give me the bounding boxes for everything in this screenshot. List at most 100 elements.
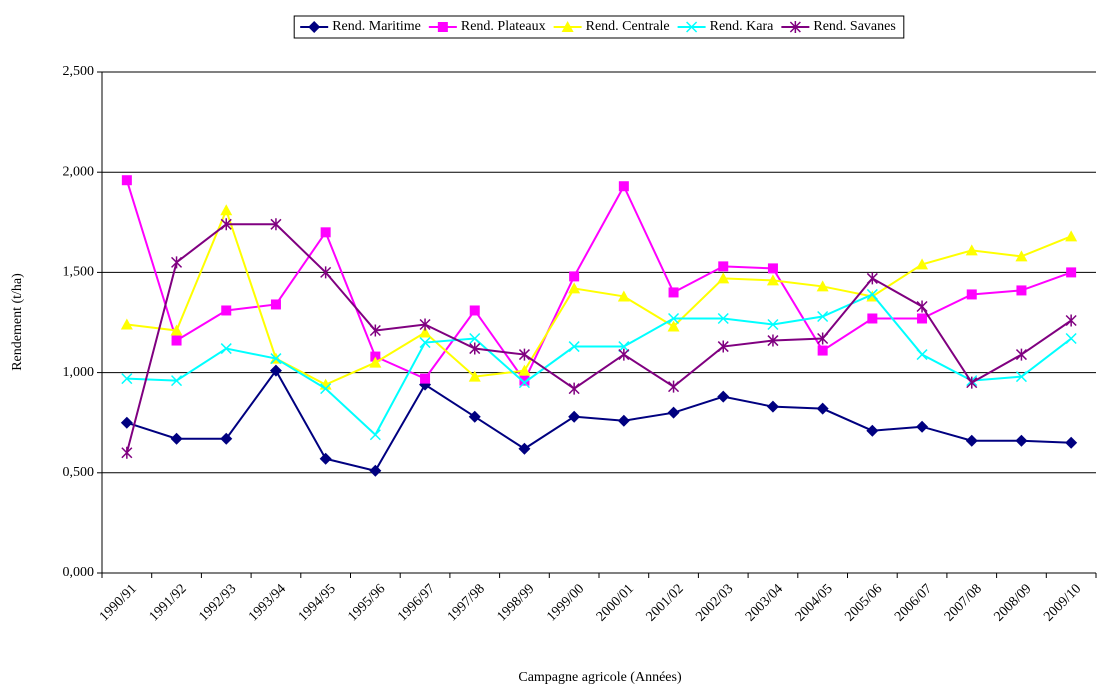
marker: [320, 383, 332, 395]
marker: [916, 300, 928, 313]
legend-label: Rend. Kara: [710, 19, 775, 34]
marker: [617, 414, 630, 427]
marker: [419, 337, 431, 349]
x-tick-label: 1999/00: [544, 581, 587, 624]
marker: [917, 313, 928, 324]
legend-box: [293, 15, 905, 39]
marker: [568, 341, 580, 353]
marker: [1015, 250, 1028, 262]
legend-label: Rend. Savanes: [813, 19, 895, 34]
marker: [419, 326, 432, 338]
x-tick-label: 2002/03: [693, 581, 736, 624]
marker: [618, 341, 630, 353]
marker: [965, 244, 978, 256]
series-line: [126, 368, 1072, 472]
marker: [370, 351, 381, 362]
marker: [817, 332, 829, 345]
marker: [369, 429, 381, 441]
marker: [767, 263, 778, 274]
marker: [1015, 371, 1027, 383]
marker: [1065, 436, 1078, 449]
x-tick-label: 1995/96: [345, 581, 388, 624]
marker: [171, 335, 182, 346]
y-tick-label: 1,000: [63, 365, 95, 380]
marker: [718, 261, 729, 272]
marker: [965, 434, 978, 447]
legend-label: Rend. Maritime: [332, 19, 421, 34]
marker: [518, 348, 530, 361]
marker: [569, 271, 580, 282]
marker: [120, 318, 133, 330]
x-tick-label: 2005/06: [842, 581, 885, 624]
marker: [369, 356, 382, 368]
y-tick-label: 0,000: [63, 565, 95, 580]
x-tick-label: 2006/07: [892, 581, 935, 624]
marker: [420, 373, 431, 384]
x-tick-label: 2007/08: [942, 581, 985, 624]
y-tick-label: 1,500: [63, 265, 95, 280]
marker: [568, 382, 580, 395]
x-tick-label: 2001/02: [644, 581, 687, 624]
legend-label: Rend. Plateaux: [461, 19, 546, 34]
marker: [617, 290, 630, 302]
marker: [966, 376, 978, 389]
x-tick-label: 2009/10: [1041, 581, 1084, 624]
marker: [320, 266, 332, 279]
marker: [270, 353, 282, 365]
marker: [816, 280, 829, 292]
marker: [1065, 230, 1078, 242]
x-tick-label: 1998/99: [494, 581, 537, 624]
marker: [1066, 267, 1077, 278]
x-tick-label: 1996/97: [395, 581, 438, 624]
marker: [170, 432, 183, 445]
marker: [1065, 333, 1077, 345]
legend: Rend. Maritime Rend. Plateaux Rend. Centra…: [293, 15, 905, 39]
marker: [867, 313, 878, 324]
marker: [766, 400, 779, 413]
series-line: [126, 293, 1072, 437]
marker: [1065, 314, 1077, 327]
marker: [668, 287, 679, 298]
series-line: [125, 223, 1072, 454]
marker: [419, 318, 431, 331]
marker: [469, 342, 481, 355]
marker: [121, 373, 133, 385]
marker: [667, 320, 680, 332]
marker: [519, 375, 530, 386]
marker: [437, 22, 448, 32]
marker: [171, 256, 183, 269]
marker: [668, 380, 680, 393]
marker: [618, 181, 629, 192]
marker: [518, 364, 531, 376]
x-axis-title: Campagne agricole (Années): [518, 670, 682, 685]
marker: [220, 204, 233, 216]
legend-label: Rend. Centrale: [586, 19, 670, 34]
x-tick-label: 1993/94: [246, 581, 289, 624]
marker: [568, 282, 581, 294]
marker: [668, 312, 680, 325]
marker: [120, 416, 133, 429]
marker: [220, 343, 232, 355]
marker: [269, 364, 282, 377]
marker: [916, 420, 929, 433]
marker: [866, 288, 878, 300]
marker: [767, 334, 779, 347]
x-tick-label: 1990/91: [97, 581, 140, 624]
marker: [469, 305, 480, 316]
marker: [866, 272, 878, 285]
y-tick-label: 0,500: [63, 465, 95, 480]
marker: [817, 345, 828, 356]
x-tick-label: 1997/98: [445, 581, 488, 624]
marker: [121, 446, 133, 459]
marker: [766, 274, 779, 286]
marker: [221, 305, 232, 316]
marker: [518, 442, 531, 455]
marker: [1015, 348, 1027, 361]
marker: [767, 318, 779, 331]
x-tick-label: 1991/92: [147, 581, 190, 624]
marker: [1016, 285, 1027, 296]
marker: [469, 333, 481, 345]
marker: [866, 424, 879, 437]
